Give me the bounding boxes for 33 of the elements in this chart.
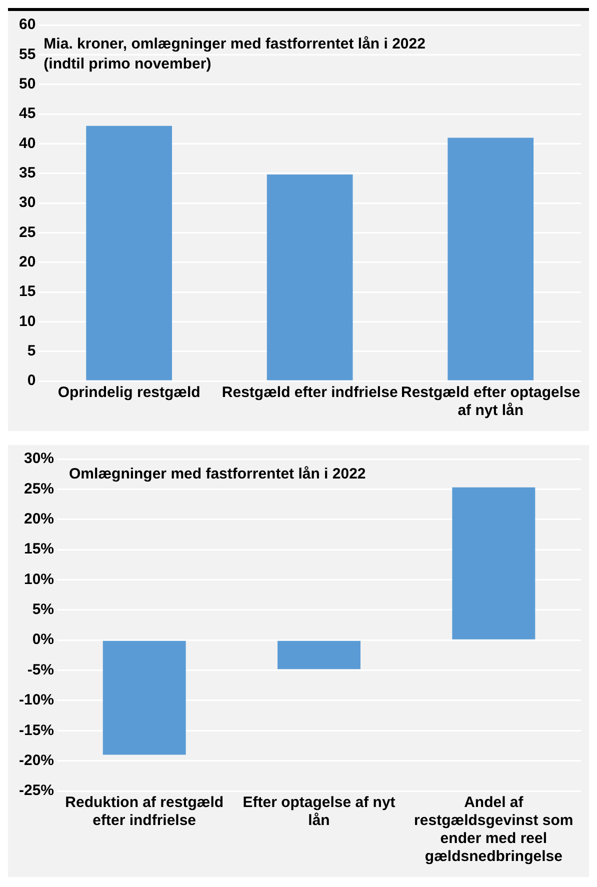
y-tick-label: 50 <box>18 75 36 92</box>
x-tick-label: Efter optagelse af nyt lån <box>242 794 396 830</box>
y-tick-label: 10% <box>24 570 54 588</box>
y-tick-label: 25 <box>18 224 36 241</box>
text: Mia. kroner, omlægninger med fastforrentet lån i 2022 (indtil primo november) <box>44 36 426 73</box>
y-tick-label: 45 <box>18 105 36 122</box>
y-tick-label: 20% <box>24 510 54 528</box>
y-tick-label: 0% <box>32 631 54 648</box>
y-tick-label: -10% <box>18 692 54 709</box>
x-tick-label: Restgæld efter indfrielse <box>222 384 398 402</box>
y-tick-label: 5% <box>32 601 54 618</box>
y-tick-label: 40 <box>18 134 36 152</box>
x-tick-label: Andel af restgældsgevinst som ender med reel gældsnedbringelse <box>414 794 574 866</box>
y-tick-label: 60 <box>18 16 36 34</box>
y-tick-label: 30% <box>24 450 54 468</box>
y-tick-label: -15% <box>18 722 54 739</box>
x-tick-label: Reduktion af restgæld efter indfrielse <box>65 794 224 830</box>
y-tick-label: 5 <box>27 342 36 360</box>
y-tick-label: -25% <box>18 782 54 800</box>
y-tick-label: 15 <box>18 283 36 300</box>
y-tick-label: 30 <box>18 194 36 212</box>
x-tick-label: Restgæld efter optagelse af nyt lån <box>401 384 580 420</box>
y-tick-label: 25% <box>24 480 54 498</box>
x-tick-label: Oprindelig restgæld <box>58 384 200 402</box>
y-tick-label: 55 <box>18 46 36 63</box>
y-tick-label: 35 <box>18 164 36 182</box>
text: Omlægninger med fastforrentet lån i 2022 <box>69 466 366 483</box>
y-tick-label: -20% <box>18 752 54 769</box>
y-tick-label: 0 <box>27 372 36 390</box>
y-tick-label: 10 <box>18 312 36 330</box>
y-tick-label: 15% <box>24 540 54 558</box>
y-tick-label: -5% <box>27 661 54 678</box>
y-tick-label: 20 <box>18 253 36 270</box>
